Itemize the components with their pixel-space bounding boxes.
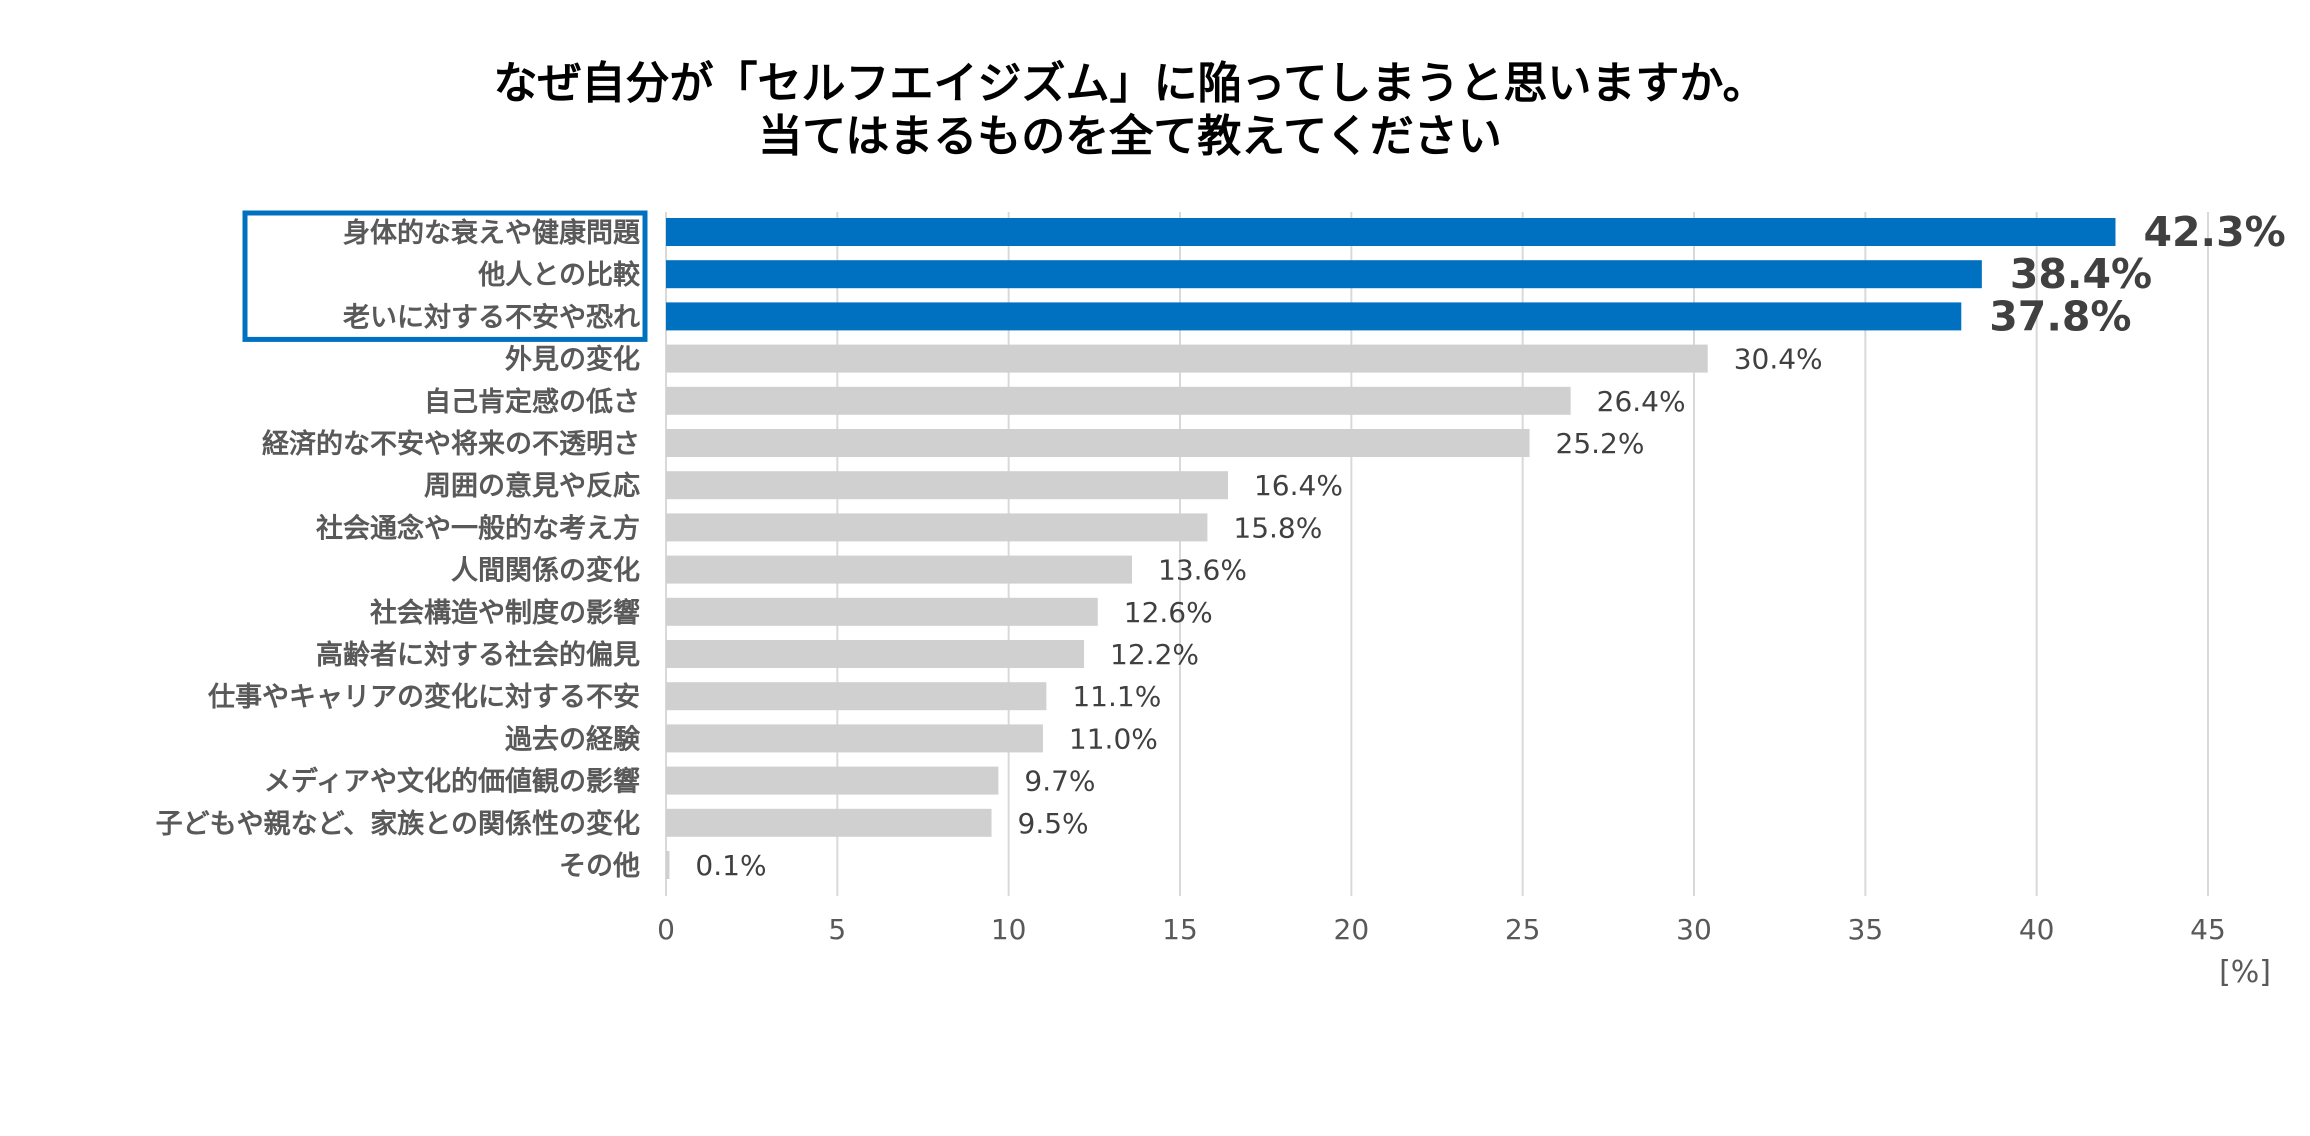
bar xyxy=(666,724,1043,753)
category-label: 過去の経験 xyxy=(505,723,641,755)
value-labels: 42.3%38.4%37.8% 30.4% 26.4% 25.2% 16.4% 15.8%… xyxy=(695,208,2285,882)
category-label: メディアや文化的価値観の影響 xyxy=(264,766,640,798)
category-label: 社会構造や制度の影響 xyxy=(370,597,640,629)
chart-title-line-2: 当てはまるものを全て教えてください xyxy=(758,111,1502,162)
x-tick-label: 15 xyxy=(1162,913,1198,946)
category-label: 仕事やキャリアの変化に対する不安 xyxy=(207,681,640,713)
x-tick-label: 25 xyxy=(1505,913,1541,946)
category-label: 外見の変化 xyxy=(505,344,640,376)
x-tick-label: 20 xyxy=(1334,913,1370,946)
x-axis-ticks: 0 5 10 15 20 25 30 35 40 45 xyxy=(657,913,2226,946)
x-tick-label: 40 xyxy=(2019,913,2055,946)
x-tick-label: 35 xyxy=(1848,913,1884,946)
chart-title-line-1: なぜ自分が「セルフエイジズム」に陥ってしまうと思いますか。 xyxy=(494,58,1767,109)
x-tick-label: 0 xyxy=(657,913,675,946)
bar xyxy=(666,851,670,879)
category-label: 自己肯定感の低さ xyxy=(424,386,640,418)
bars xyxy=(666,218,2116,879)
value-label: 42.3% xyxy=(2143,208,2285,256)
bar xyxy=(666,555,1133,584)
value-label: 12.2% xyxy=(1110,638,1199,671)
value-label: 15.8% xyxy=(1233,511,1322,544)
category-label: 周囲の意見や反応 xyxy=(424,470,640,502)
category-label: 他人との比較 xyxy=(477,259,641,291)
bar xyxy=(666,386,1571,415)
x-tick-label: 10 xyxy=(991,913,1027,946)
value-label: 37.8% xyxy=(1989,292,2131,340)
value-label: 9.7% xyxy=(1024,765,1095,798)
bar xyxy=(666,429,1530,457)
value-label: 16.4% xyxy=(1254,469,1343,502)
bar xyxy=(666,260,1982,289)
chart-title: なぜ自分が「セルフエイジズム」に陥ってしまうと思いますか。 当てはまるものを全て… xyxy=(494,58,1767,162)
value-label: 0.1% xyxy=(695,849,766,882)
category-label: 老いに対する不安や恐れ xyxy=(343,302,640,333)
category-label: 子どもや親など、家族との関係性の変化 xyxy=(156,808,640,840)
value-label: 38.4% xyxy=(2010,250,2152,298)
bar xyxy=(666,640,1085,668)
category-labels: 身体的な衰えや健康問題他人との比較老いに対する不安や恐れ外見の変化自己肯定感の低… xyxy=(156,217,641,882)
bar xyxy=(666,471,1228,500)
bar xyxy=(666,344,1708,373)
value-label: 11.0% xyxy=(1069,722,1158,755)
bar xyxy=(666,597,1098,626)
bar xyxy=(666,808,992,837)
x-axis-unit-label: [%] xyxy=(2219,955,2271,990)
category-label: 社会通念や一般的な考え方 xyxy=(316,512,640,544)
x-tick-label: 30 xyxy=(1676,913,1712,946)
category-label: その他 xyxy=(559,851,640,882)
x-tick-label: 5 xyxy=(828,913,846,946)
bar xyxy=(666,513,1208,542)
value-label: 9.5% xyxy=(1018,807,1089,840)
highlight-box xyxy=(242,210,648,342)
value-label: 26.4% xyxy=(1597,385,1686,418)
value-label: 13.6% xyxy=(1158,554,1247,587)
category-label: 身体的な衰えや健康問題 xyxy=(343,217,641,249)
value-label: 25.2% xyxy=(1556,427,1645,460)
bar xyxy=(666,218,2116,246)
bar xyxy=(666,302,1962,331)
x-tick-label: 45 xyxy=(2190,913,2226,946)
category-label: 経済的な不安や将来の不透明さ xyxy=(262,428,640,460)
value-label: 30.4% xyxy=(1734,343,1823,376)
bar xyxy=(666,682,1047,711)
category-label: 高齢者に対する社会的偏見 xyxy=(316,639,640,671)
value-label: 12.6% xyxy=(1124,596,1213,629)
bar xyxy=(666,766,999,795)
category-label: 人間関係の変化 xyxy=(451,555,640,587)
value-label: 11.1% xyxy=(1072,680,1161,713)
